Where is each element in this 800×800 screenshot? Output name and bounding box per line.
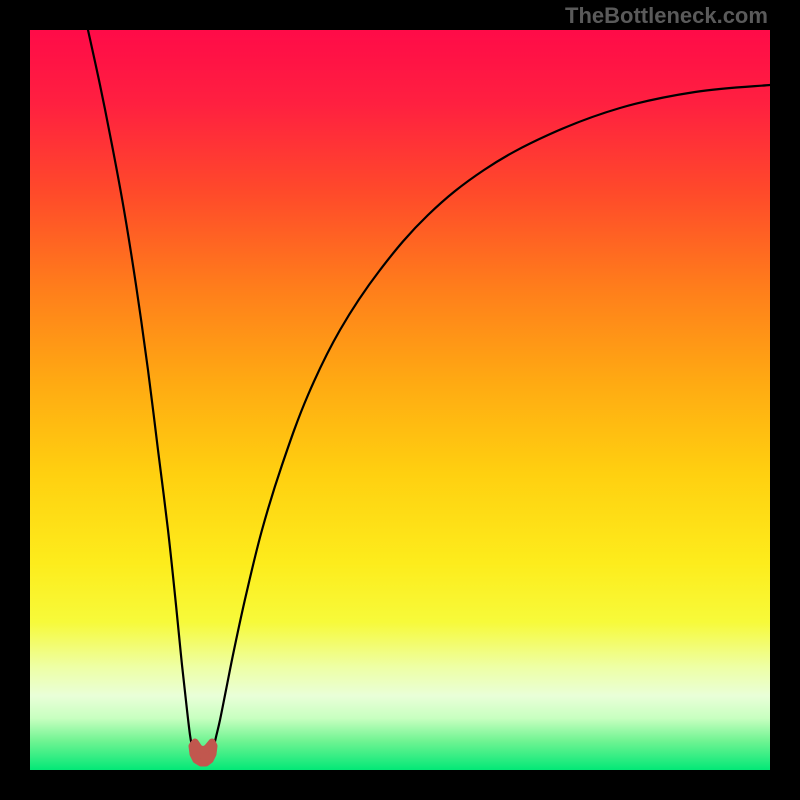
watermark-text: TheBottleneck.com xyxy=(565,3,768,29)
chart-svg xyxy=(30,30,770,770)
gradient-background xyxy=(30,30,770,770)
plot-area xyxy=(30,30,770,770)
